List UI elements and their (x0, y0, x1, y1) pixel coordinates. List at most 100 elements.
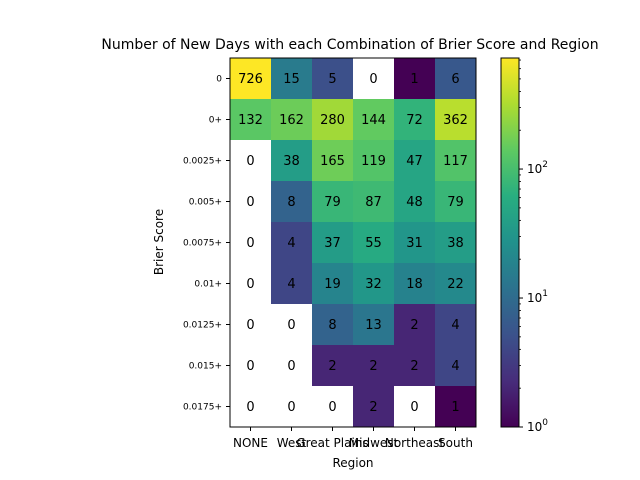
cell-value-label: 362 (443, 113, 468, 128)
cell-value-label: 162 (279, 113, 304, 128)
heatmap-cell (394, 181, 436, 223)
cell-value-label: 0 (287, 318, 295, 333)
heatmap-cell (353, 99, 395, 141)
cell-value-label: 119 (361, 154, 386, 169)
y-tick-label: 0.015+ (189, 362, 222, 372)
heatmap-cell (271, 140, 313, 182)
cell-value-label: 38 (283, 154, 300, 169)
cell-value-label: 32 (365, 277, 382, 292)
cell-value-label: 0 (328, 400, 336, 415)
cell-value-label: 22 (447, 277, 464, 292)
cell-value-label: 2 (410, 318, 418, 333)
x-tick-label: South (438, 436, 473, 450)
cell-value-label: 19 (324, 277, 341, 292)
heatmap-cell (394, 222, 436, 264)
cell-value-label: 0 (369, 72, 377, 87)
heatmap-cell (353, 58, 395, 100)
heatmap-cell (230, 222, 272, 264)
heatmap-cell (230, 263, 272, 305)
heatmap-cell (230, 140, 272, 182)
heatmap-cell (394, 263, 436, 305)
x-tick-label: Northeast (385, 436, 445, 450)
heatmap-cell (230, 181, 272, 223)
heatmap-cell (230, 304, 272, 346)
cell-value-label: 2 (369, 400, 377, 415)
y-tick-label: 0.0075+ (183, 239, 222, 249)
heatmap-cell (271, 222, 313, 264)
cell-value-label: 0 (287, 359, 295, 374)
heatmap-cell (435, 222, 477, 264)
chart-title: Number of New Days with each Combination… (101, 37, 598, 53)
heatmap-cell (353, 181, 395, 223)
heatmap-cell (394, 345, 436, 387)
cell-value-label: 8 (287, 195, 295, 210)
heatmap-cell (435, 140, 477, 182)
heatmap-cell (271, 304, 313, 346)
cell-value-label: 79 (447, 195, 464, 210)
cell-value-label: 47 (406, 154, 423, 169)
colorbar-tick-label: 100 (527, 418, 548, 434)
heatmap-cell (312, 345, 354, 387)
y-tick-label: 0.0175+ (183, 403, 222, 413)
cell-value-label: 1 (451, 400, 459, 415)
heatmap-cell (312, 263, 354, 305)
heatmap-cell (230, 386, 272, 428)
cell-value-label: 0 (246, 277, 254, 292)
cell-value-label: 6 (451, 72, 459, 87)
heatmap-cell (394, 304, 436, 346)
cell-value-label: 48 (406, 195, 423, 210)
cell-value-label: 38 (447, 236, 464, 251)
heatmap-cell (312, 386, 354, 428)
heatmap-cell (271, 386, 313, 428)
cell-value-label: 4 (287, 236, 295, 251)
cell-value-label: 0 (287, 400, 295, 415)
heatmap-cell (394, 99, 436, 141)
heatmap-cell (312, 304, 354, 346)
y-tick-label: 0.0125+ (183, 321, 222, 331)
cell-value-label: 18 (406, 277, 423, 292)
cell-value-label: 144 (361, 113, 386, 128)
heatmap-cell (271, 263, 313, 305)
heatmap-cell (435, 345, 477, 387)
cell-value-label: 4 (451, 359, 459, 374)
cell-value-label: 132 (238, 113, 263, 128)
cell-value-label: 1 (410, 72, 418, 87)
cell-value-label: 13 (365, 318, 382, 333)
y-tick-label: 0.01+ (194, 280, 222, 290)
heatmap-cell (312, 140, 354, 182)
cell-value-label: 165 (320, 154, 345, 169)
cell-value-label: 280 (320, 113, 345, 128)
cell-value-label: 37 (324, 236, 341, 251)
cell-value-label: 87 (365, 195, 382, 210)
heatmap-cell (271, 345, 313, 387)
x-tick-label: Midwest (349, 436, 399, 450)
heatmap-cell (353, 140, 395, 182)
heatmap-cell (230, 345, 272, 387)
cell-value-label: 0 (246, 154, 254, 169)
y-tick-label: 0 (216, 75, 222, 85)
y-axis-label: Brier Score (152, 209, 166, 275)
colorbar (500, 57, 520, 428)
heatmap-cell (271, 181, 313, 223)
heatmap-cell (394, 386, 436, 428)
heatmap-cell (230, 58, 272, 100)
x-tick-label: Great Plains (296, 436, 368, 450)
heatmap-cell (312, 181, 354, 223)
cell-value-label: 15 (283, 72, 300, 87)
cell-value-label: 4 (287, 277, 295, 292)
heatmap-cell (271, 99, 313, 141)
cell-value-label: 79 (324, 195, 341, 210)
heatmap-cell (435, 58, 477, 100)
cell-value-label: 0 (246, 318, 254, 333)
cell-value-label: 72 (406, 113, 423, 128)
x-axis-label: Region (332, 456, 373, 470)
colorbar-ticks: 100 101 102 (519, 59, 548, 434)
heatmap-cell (435, 304, 477, 346)
cell-value-label: 4 (451, 318, 459, 333)
heatmap-cell (353, 386, 395, 428)
heatmap-cells (230, 58, 477, 428)
colorbar-tick-label: 101 (527, 289, 548, 305)
cell-value-label: 0 (246, 359, 254, 374)
heatmap-cell (353, 304, 395, 346)
